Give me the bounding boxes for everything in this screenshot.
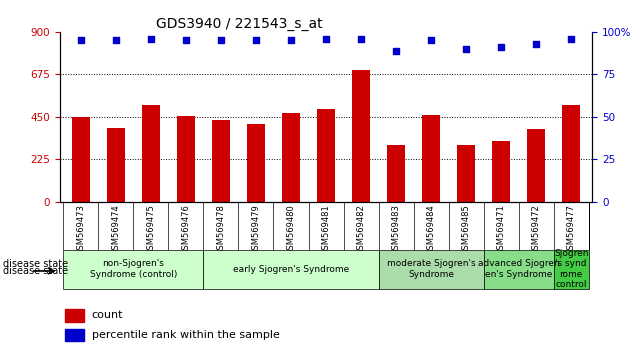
Text: GSM569476: GSM569476	[181, 204, 190, 255]
Point	[531, 41, 541, 47]
Bar	[352, 70, 370, 202]
Text: GSM569484: GSM569484	[427, 204, 435, 255]
Bar	[457, 144, 475, 202]
Point	[391, 48, 401, 53]
Text: non-Sjogren's
Syndrome (control): non-Sjogren's Syndrome (control)	[89, 259, 177, 279]
Bar	[422, 115, 440, 202]
Bar	[72, 117, 89, 202]
Text: GSM569481: GSM569481	[321, 204, 331, 255]
Bar	[177, 116, 195, 202]
Point	[76, 38, 86, 43]
Bar	[203, 250, 379, 289]
Text: GSM569479: GSM569479	[251, 204, 260, 255]
Bar	[64, 250, 203, 289]
Bar	[493, 141, 510, 202]
Bar	[527, 129, 545, 202]
Point	[286, 38, 296, 43]
Bar	[65, 329, 84, 341]
Text: Sjogren
's synd
rome
control: Sjogren 's synd rome control	[554, 249, 588, 289]
Text: GSM569480: GSM569480	[287, 204, 295, 255]
Bar	[107, 128, 125, 202]
Point	[566, 36, 576, 41]
Text: disease state: disease state	[3, 266, 68, 276]
Bar	[554, 250, 588, 289]
Text: GDS3940 / 221543_s_at: GDS3940 / 221543_s_at	[156, 17, 323, 31]
Text: count: count	[92, 310, 123, 320]
Point	[321, 36, 331, 41]
Bar	[142, 105, 159, 202]
Point	[181, 38, 191, 43]
Bar	[563, 105, 580, 202]
Text: GSM569474: GSM569474	[112, 204, 120, 255]
Point	[111, 38, 121, 43]
Point	[251, 38, 261, 43]
Bar	[379, 250, 484, 289]
Point	[426, 38, 436, 43]
Point	[356, 36, 366, 41]
Bar	[247, 124, 265, 202]
Text: GSM569478: GSM569478	[217, 204, 226, 255]
Text: GSM569483: GSM569483	[392, 204, 401, 255]
Text: GSM569472: GSM569472	[532, 204, 541, 255]
Text: moderate Sjogren's
Syndrome: moderate Sjogren's Syndrome	[387, 259, 476, 279]
Text: percentile rank within the sample: percentile rank within the sample	[92, 330, 280, 340]
Text: GSM569477: GSM569477	[567, 204, 576, 255]
Bar	[484, 250, 554, 289]
Bar	[387, 145, 405, 202]
Point	[461, 46, 471, 52]
Point	[496, 44, 506, 50]
Text: GSM569475: GSM569475	[146, 204, 156, 255]
Text: GSM569473: GSM569473	[76, 204, 85, 255]
Point	[216, 38, 226, 43]
Bar	[65, 309, 84, 321]
Text: GSM569482: GSM569482	[357, 204, 365, 255]
Text: advanced Sjogren
en's Syndrome: advanced Sjogren en's Syndrome	[478, 259, 559, 279]
Text: GSM569485: GSM569485	[462, 204, 471, 255]
Bar	[212, 120, 230, 202]
Text: early Sjogren's Syndrome: early Sjogren's Syndrome	[233, 264, 349, 274]
Bar	[282, 113, 300, 202]
Bar	[318, 109, 335, 202]
Point	[146, 36, 156, 41]
Text: disease state: disease state	[3, 259, 68, 269]
Text: GSM569471: GSM569471	[496, 204, 506, 255]
